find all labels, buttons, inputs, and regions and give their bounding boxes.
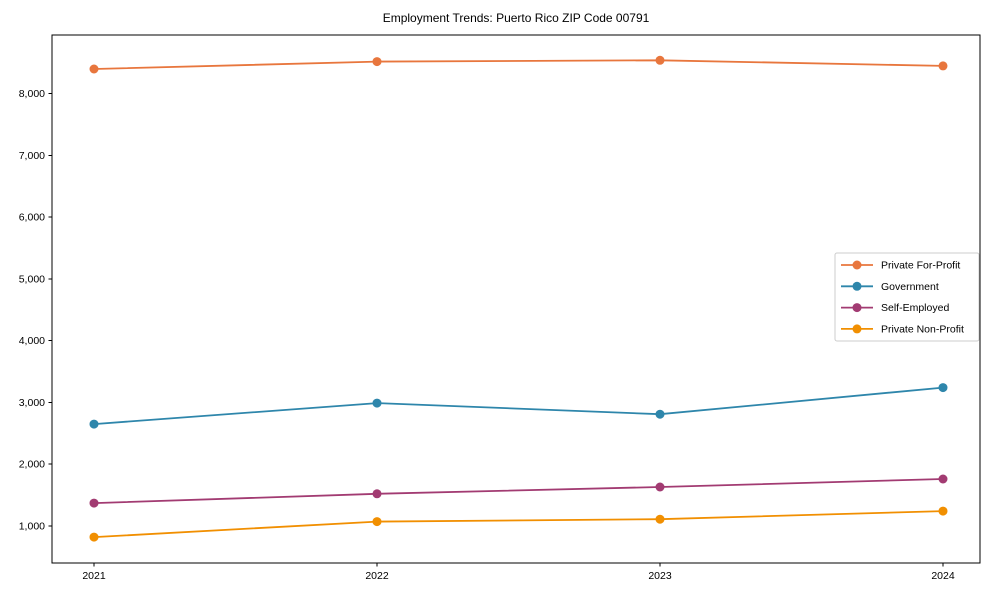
y-tick-label: 4,000	[19, 335, 45, 347]
series-line	[93, 386, 944, 425]
legend-item-self-employed: Self-Employed	[841, 302, 949, 314]
y-tick-label: 3,000	[19, 397, 45, 409]
y-tick-label: 5,000	[19, 273, 45, 285]
series-government	[89, 383, 948, 429]
data-point-marker	[655, 409, 665, 419]
data-point-marker	[372, 489, 382, 499]
y-tick-label: 6,000	[19, 212, 45, 224]
data-point-marker	[89, 64, 99, 74]
data-point-marker	[372, 398, 382, 408]
data-point-marker	[372, 517, 382, 527]
y-tick-label: 7,000	[19, 150, 45, 162]
x-tick-label: 2022	[365, 570, 389, 582]
data-point-marker	[89, 419, 99, 429]
data-point-marker	[655, 514, 665, 524]
y-tick-label: 8,000	[19, 88, 45, 100]
series-self-employed	[89, 474, 948, 508]
data-point-marker	[938, 506, 948, 516]
y-tick-label: 2,000	[19, 459, 45, 471]
legend: Private For-Profit Government Self-Employe…	[834, 252, 980, 342]
chart-title: Employment Trends: Puerto Rico ZIP Code …	[382, 11, 650, 25]
series-private-for-profit	[89, 55, 948, 74]
data-point-marker	[89, 532, 99, 542]
legend-label: Government	[881, 281, 939, 293]
legend-item-government: Government	[841, 281, 939, 293]
series-private-non-profit	[89, 506, 948, 542]
axes-box	[51, 34, 981, 564]
data-point-marker	[372, 57, 382, 67]
data-point-marker	[938, 383, 948, 393]
x-tick-label: 2024	[931, 570, 955, 582]
y-tick-label: 1,000	[19, 520, 45, 532]
legend-label: Private For-Profit	[881, 260, 960, 272]
legend-marker	[852, 281, 862, 291]
legend-marker	[852, 260, 862, 270]
legend-marker	[852, 324, 862, 334]
legend-item-private-for-profit: Private For-Profit	[841, 260, 960, 272]
data-point-marker	[938, 61, 948, 71]
legend-item-private-non-profit: Private Non-Profit	[841, 323, 964, 335]
data-point-marker	[655, 55, 665, 65]
legend-marker	[852, 303, 862, 313]
series-line	[93, 510, 944, 538]
data-point-marker	[89, 498, 99, 508]
data-point-marker	[938, 474, 948, 484]
x-tick-label: 2021	[82, 570, 106, 582]
legend-box	[834, 252, 980, 342]
data-point-marker	[655, 482, 665, 492]
series-line	[93, 478, 944, 504]
legend-label: Self-Employed	[881, 302, 949, 314]
series-line	[93, 59, 944, 70]
legend-label: Private Non-Profit	[881, 323, 964, 335]
x-tick-label: 2023	[648, 570, 672, 582]
